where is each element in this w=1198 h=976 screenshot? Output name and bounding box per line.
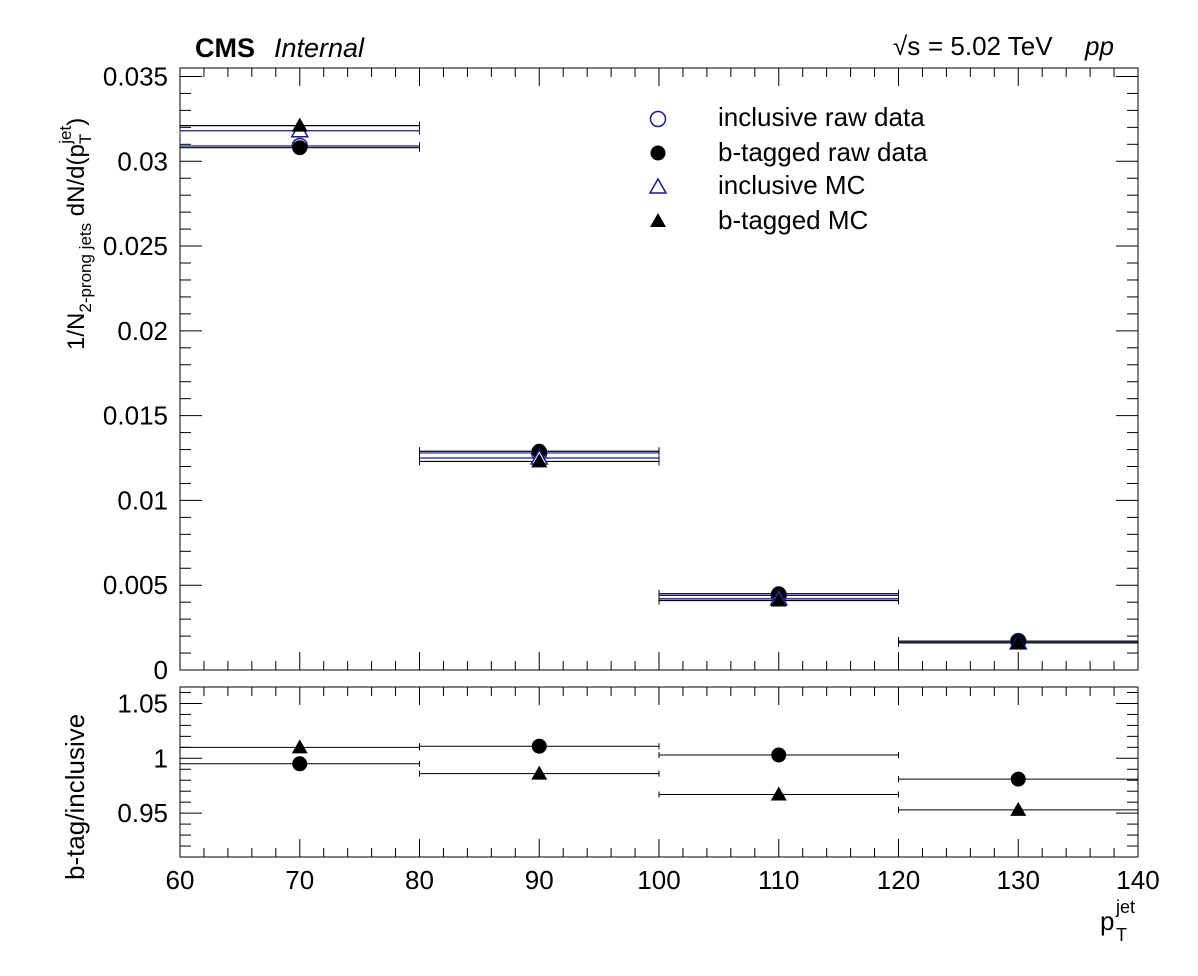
main-y-axis-title: 1/N2-prong jets dN/d(pTjet)	[56, 118, 95, 350]
legend-label-btagged-mc: b-tagged MC	[718, 205, 868, 235]
main-point-b-tagged-mc	[291, 117, 308, 132]
ratio-data-marks	[179, 738, 1139, 816]
main-point-b-tagged-mc	[770, 592, 787, 607]
ratio-point-b-tagged-raw-data	[531, 738, 547, 754]
main-y-tick-label: 0.01	[117, 485, 168, 515]
ratio-y-axis-title: b-tag/inclusive	[60, 714, 90, 880]
x-tick-label: 130	[997, 865, 1040, 895]
ratio-point-b-tagged-raw-data	[292, 756, 308, 772]
x-tick-label: 90	[525, 865, 554, 895]
main-axis-ticks: 0 0.005 0.01 0.015 0.02 0.025 0.03 0.035	[103, 61, 1139, 685]
cms-label: CMS	[195, 33, 255, 63]
main-point-b-tagged-raw-data	[292, 140, 308, 156]
ratio-point-b-tagged-mc	[291, 739, 308, 754]
main-data-marks	[179, 117, 1139, 650]
main-point-b-tagged-mc	[531, 453, 548, 468]
y-title-sup: jet	[56, 126, 75, 145]
legend-marker-btagged-raw-data	[650, 145, 666, 161]
ratio-y-tick-label: 0.95	[117, 798, 168, 828]
ratio-point-b-tagged-mc	[770, 786, 787, 801]
x-axis-title: p T jet	[1100, 897, 1135, 945]
status-label: Internal	[274, 33, 365, 63]
x-tick-label: 100	[637, 865, 680, 895]
legend: inclusive raw data b-tagged raw data inc…	[648, 102, 928, 235]
ratio-point-b-tagged-raw-data	[771, 747, 787, 763]
main-y-tick-label: 0.005	[103, 570, 168, 600]
legend-marker-inclusive-mc	[648, 177, 668, 194]
x-tick-label: 70	[285, 865, 314, 895]
ratio-y-tick-label: 1	[154, 743, 168, 773]
main-y-tick-label: 0.015	[103, 401, 168, 431]
main-point-b-tagged-mc	[1010, 634, 1027, 649]
ratio-y-tick-label: 1.05	[117, 688, 168, 718]
ratio-point-b-tagged-raw-data	[1010, 771, 1026, 787]
legend-label-inclusive-raw-data: inclusive raw data	[718, 102, 925, 132]
collision-label: pp	[1084, 31, 1114, 61]
energy-label: = 5.02 TeV	[928, 31, 1053, 61]
main-y-tick-label: 0.025	[103, 231, 168, 261]
legend-label-btagged-raw-data: b-tagged raw data	[718, 137, 928, 167]
y-title-sub: 2-prong jets	[76, 223, 95, 313]
x-tick-label: 60	[166, 865, 195, 895]
sqrt-s-label: √s	[893, 31, 920, 61]
legend-marker-inclusive-raw-data	[649, 110, 667, 128]
y-title-prefix: 1/N	[63, 313, 90, 350]
svg-text:1/N2-prong jets dN/d(pTjet): 1/N2-prong jets dN/d(pTjet)	[56, 118, 95, 350]
legend-marker-btagged-mc	[650, 213, 666, 227]
x-tick-label: 120	[877, 865, 920, 895]
ratio-point-b-tagged-mc	[1010, 801, 1027, 816]
x-tick-label: 80	[405, 865, 434, 895]
ratio-point-b-tagged-mc	[531, 765, 548, 780]
main-y-tick-label: 0	[154, 655, 168, 685]
main-y-tick-label: 0.035	[103, 61, 168, 91]
y-title-suffix: )	[63, 118, 90, 126]
y-title-mid: dN/d(p	[63, 144, 90, 223]
legend-label-inclusive-mc: inclusive MC	[718, 170, 865, 200]
main-y-tick-label: 0.03	[117, 146, 168, 176]
x-title-sub: T	[1116, 925, 1127, 945]
x-title-main: p	[1100, 906, 1114, 936]
x-tick-label: 140	[1116, 865, 1159, 895]
x-title-sup: jet	[1115, 897, 1135, 917]
ratio-axis-ticks: 0.95 1 1.05 60 70 80 90 100 110 120 130 140	[117, 687, 1160, 895]
x-tick-label: 110	[758, 865, 799, 895]
y-title-sub2: T	[76, 134, 95, 144]
main-y-tick-label: 0.02	[117, 316, 168, 346]
